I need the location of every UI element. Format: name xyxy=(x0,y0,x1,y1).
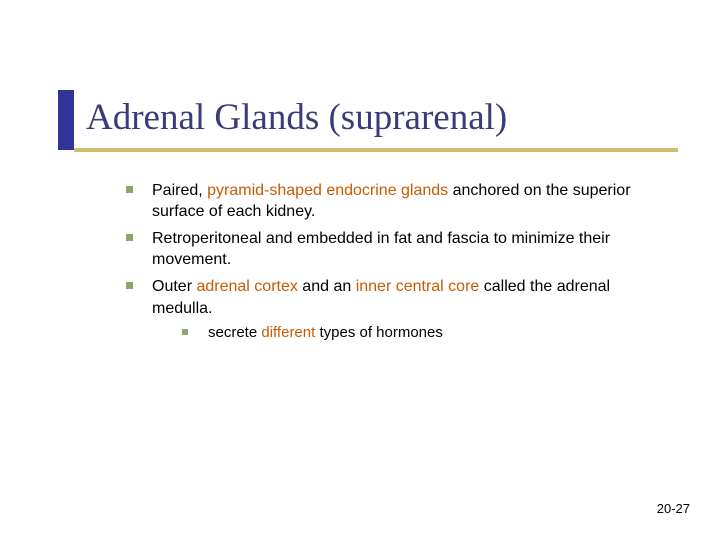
bullet-square-icon xyxy=(126,234,133,241)
bullet-text: secrete xyxy=(208,324,261,341)
bullet-level1: Paired, pyramid-shaped endocrine glands … xyxy=(126,180,670,222)
bullet-text: and an xyxy=(298,278,356,295)
bullet-square-icon xyxy=(126,282,133,289)
bullet-text: types of hormones xyxy=(315,324,443,341)
bullet-level1: Retroperitoneal and embedded in fat and … xyxy=(126,228,670,270)
bullet-square-icon xyxy=(126,186,133,193)
bullet-level2: secrete different types of hormones xyxy=(182,323,670,343)
highlight-text: inner central core xyxy=(356,278,480,295)
bullet-text: Outer xyxy=(152,278,196,295)
slide: Adrenal Glands (suprarenal) Paired, pyra… xyxy=(0,0,720,540)
bullet-text: Retroperitoneal and embedded in fat and … xyxy=(152,230,610,268)
slide-title: Adrenal Glands (suprarenal) xyxy=(86,96,507,139)
bullet-square-icon xyxy=(182,329,188,335)
bullet-text: Paired, xyxy=(152,182,207,199)
bullet-level1: Outer adrenal cortex and an inner centra… xyxy=(126,276,670,342)
page-number: 20-27 xyxy=(657,501,690,516)
highlight-text: adrenal cortex xyxy=(196,278,297,295)
body-content: Paired, pyramid-shaped endocrine glands … xyxy=(126,180,670,348)
highlight-text: pyramid-shaped endocrine glands xyxy=(207,182,448,199)
title-accent-bar xyxy=(58,90,74,150)
highlight-text: different xyxy=(261,324,315,341)
title-underline xyxy=(74,148,678,152)
